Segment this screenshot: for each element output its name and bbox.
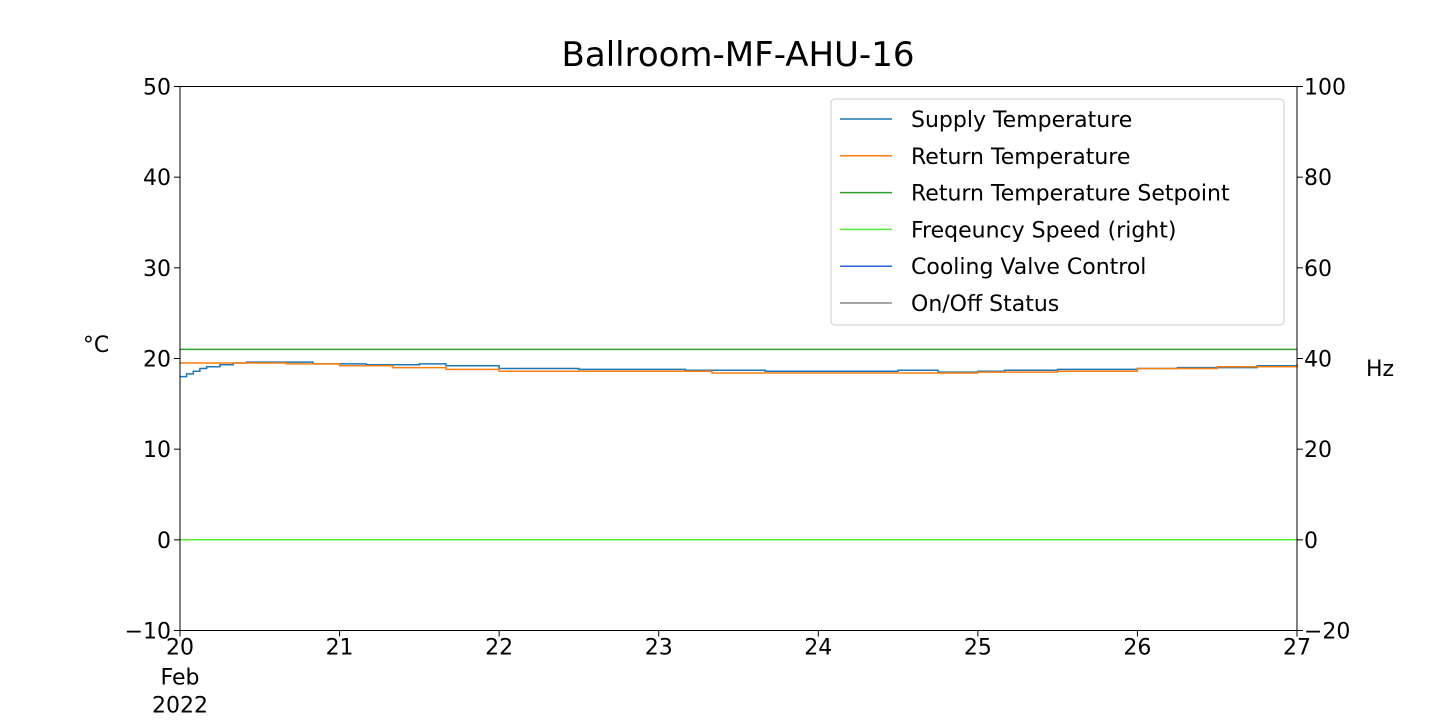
left-tick-label: 50 bbox=[143, 76, 171, 101]
x-tick-label: 26 bbox=[1123, 636, 1151, 661]
right-tick-label: 0 bbox=[1304, 529, 1318, 554]
legend-label: Cooling Valve Control bbox=[911, 255, 1146, 280]
left-tick-label: 40 bbox=[143, 166, 171, 191]
right-tick-label: 60 bbox=[1304, 257, 1332, 282]
right-axis-label: Hz bbox=[1366, 357, 1394, 382]
right-tick-label: 40 bbox=[1304, 348, 1332, 373]
right-tick-label: 100 bbox=[1304, 76, 1346, 101]
x-tick-label: 25 bbox=[964, 636, 992, 661]
left-axis-label: °C bbox=[83, 333, 109, 358]
x-tick-label: 20 bbox=[166, 636, 194, 661]
right-tick-label: −20 bbox=[1304, 620, 1350, 645]
plot-lines bbox=[180, 348, 1298, 541]
x-tick-sublabel: 2022 bbox=[152, 694, 208, 719]
left-tick-label: 0 bbox=[157, 529, 171, 554]
series-line-1 bbox=[180, 362, 1298, 374]
left-tick-label: 30 bbox=[143, 257, 171, 282]
left-tick-label: −10 bbox=[125, 620, 171, 645]
x-tick-sublabel: Feb bbox=[161, 666, 200, 691]
x-tick-label: 24 bbox=[804, 636, 832, 661]
left-tick-label: 20 bbox=[143, 348, 171, 373]
left-axis-ticks: −10 0 10 20 30 40 50 bbox=[125, 76, 180, 645]
legend-box bbox=[830, 98, 1285, 326]
x-tick-label: 23 bbox=[645, 636, 673, 661]
x-tick-label: 22 bbox=[485, 636, 513, 661]
legend-label: On/Off Status bbox=[911, 292, 1059, 317]
legend-label: Freqeuncy Speed (right) bbox=[911, 218, 1176, 243]
legend-label: Return Temperature bbox=[911, 145, 1130, 170]
x-axis-ticks: 20 21 22 23 24 25 26 27 Feb 2022 bbox=[152, 630, 1311, 719]
legend-label: Supply Temperature bbox=[911, 108, 1132, 133]
legend: Supply Temperature Return Temperature Retu… bbox=[830, 98, 1285, 326]
left-tick-label: 10 bbox=[143, 438, 171, 463]
right-tick-label: 20 bbox=[1304, 438, 1332, 463]
right-axis-ticks: −20 0 20 40 60 80 100 bbox=[1297, 76, 1350, 645]
legend-label: Return Temperature Setpoint bbox=[911, 182, 1230, 207]
series-line-0 bbox=[180, 361, 1298, 378]
x-tick-label: 27 bbox=[1283, 636, 1311, 661]
chart-title: Ballroom-MF-AHU-16 bbox=[562, 35, 915, 75]
x-tick-label: 21 bbox=[326, 636, 354, 661]
right-tick-label: 80 bbox=[1304, 166, 1332, 191]
